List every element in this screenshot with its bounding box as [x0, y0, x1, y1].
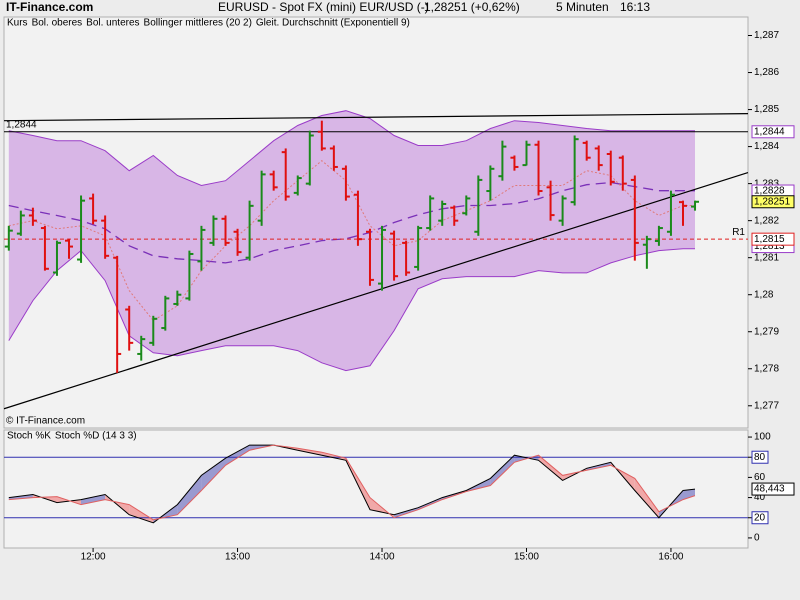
interval: 5 Minuten — [556, 0, 609, 14]
overlay-line — [8, 110, 695, 187]
price-marker-box — [751, 482, 795, 496]
x-tick-label: 15:00 — [514, 552, 539, 563]
x-tick-label: 14:00 — [370, 552, 395, 563]
trend-line — [3, 171, 749, 410]
stoch-fill — [321, 452, 346, 461]
stoch-line — [8, 444, 696, 521]
stoch-fill — [490, 455, 515, 486]
price-marker-label: 1,2844 — [754, 126, 785, 137]
stoch-fill — [634, 478, 659, 518]
stoch-fill — [683, 489, 695, 500]
copyright: © IT-Finance.com — [6, 416, 85, 427]
y-tick-label: 1,281 — [754, 252, 779, 263]
price-marker-label: 1,2815 — [754, 234, 785, 245]
legend-entry: Bol. unteres — [86, 18, 139, 29]
price-marker-box — [751, 232, 795, 246]
level-box — [751, 450, 769, 464]
y-tick-label: 0 — [754, 533, 760, 544]
level-label: R1 — [732, 227, 745, 238]
price-marker-label: 1,28251 — [754, 196, 791, 207]
stoch-fill — [177, 475, 202, 515]
quote: 1,28251 (+0,62%) — [424, 0, 520, 14]
stoch-fill — [201, 458, 226, 491]
x-tick-label: 16:00 — [658, 552, 683, 563]
y-tick-label: 1,278 — [754, 363, 779, 374]
y-tick-label: 1,287 — [754, 30, 779, 41]
overlay-line — [8, 248, 695, 372]
y-tick-label: 1,279 — [754, 326, 779, 337]
legend-entry: Stoch %K — [7, 431, 51, 442]
stoch-line — [8, 444, 696, 524]
y-tick-label: 1,277 — [754, 400, 779, 411]
level-label: 80 — [754, 452, 766, 463]
chart-title: EURUSD - Spot FX (mini) EUR/USD (-) — [218, 0, 429, 14]
stoch-fill — [81, 494, 106, 505]
x-tick-label: 13:00 — [225, 552, 250, 563]
y-tick-label: 1,283 — [754, 178, 779, 189]
price-marker-label: 48,443 — [754, 484, 785, 495]
legend-entry: Stoch %D (14 3 3) — [55, 431, 137, 442]
level-label: 1,2844 — [6, 119, 37, 130]
price-marker-box — [751, 125, 795, 139]
stoch-panel — [3, 429, 749, 549]
legend-entry: Kurs — [7, 18, 28, 29]
site-name: IT-Finance.com — [6, 0, 93, 14]
trend-line — [3, 113, 749, 122]
legend-entry: Gleit. Durchschnitt (Exponentiell 9) — [256, 18, 410, 29]
bollinger-band-fill — [8, 110, 696, 371]
y-tick-label: 1,28 — [754, 289, 774, 300]
price-marker-label: 1,2813 — [754, 241, 785, 252]
time: 16:13 — [620, 0, 650, 14]
y-tick-label: 60 — [754, 472, 766, 483]
stoch-fill — [129, 504, 154, 523]
y-tick-label: 100 — [754, 432, 771, 443]
y-tick-label: 1,284 — [754, 141, 779, 152]
stoch-fill — [225, 445, 250, 466]
level-box — [751, 511, 769, 525]
y-tick-label: 1,285 — [754, 104, 779, 115]
x-tick-label: 12:00 — [81, 552, 106, 563]
legend-entry: Bol. oberes — [32, 18, 83, 29]
y-tick-label: 40 — [754, 492, 766, 503]
price-marker-box — [751, 195, 795, 209]
price-marker-label: 1,2828 — [754, 186, 785, 197]
y-tick-label: 1,282 — [754, 215, 779, 226]
level-label: 20 — [754, 512, 766, 523]
legend-entry: Bollinger mittleres (20 2) — [144, 18, 252, 29]
y-tick-label: 1,286 — [754, 67, 779, 78]
stoch-fill — [538, 455, 563, 481]
